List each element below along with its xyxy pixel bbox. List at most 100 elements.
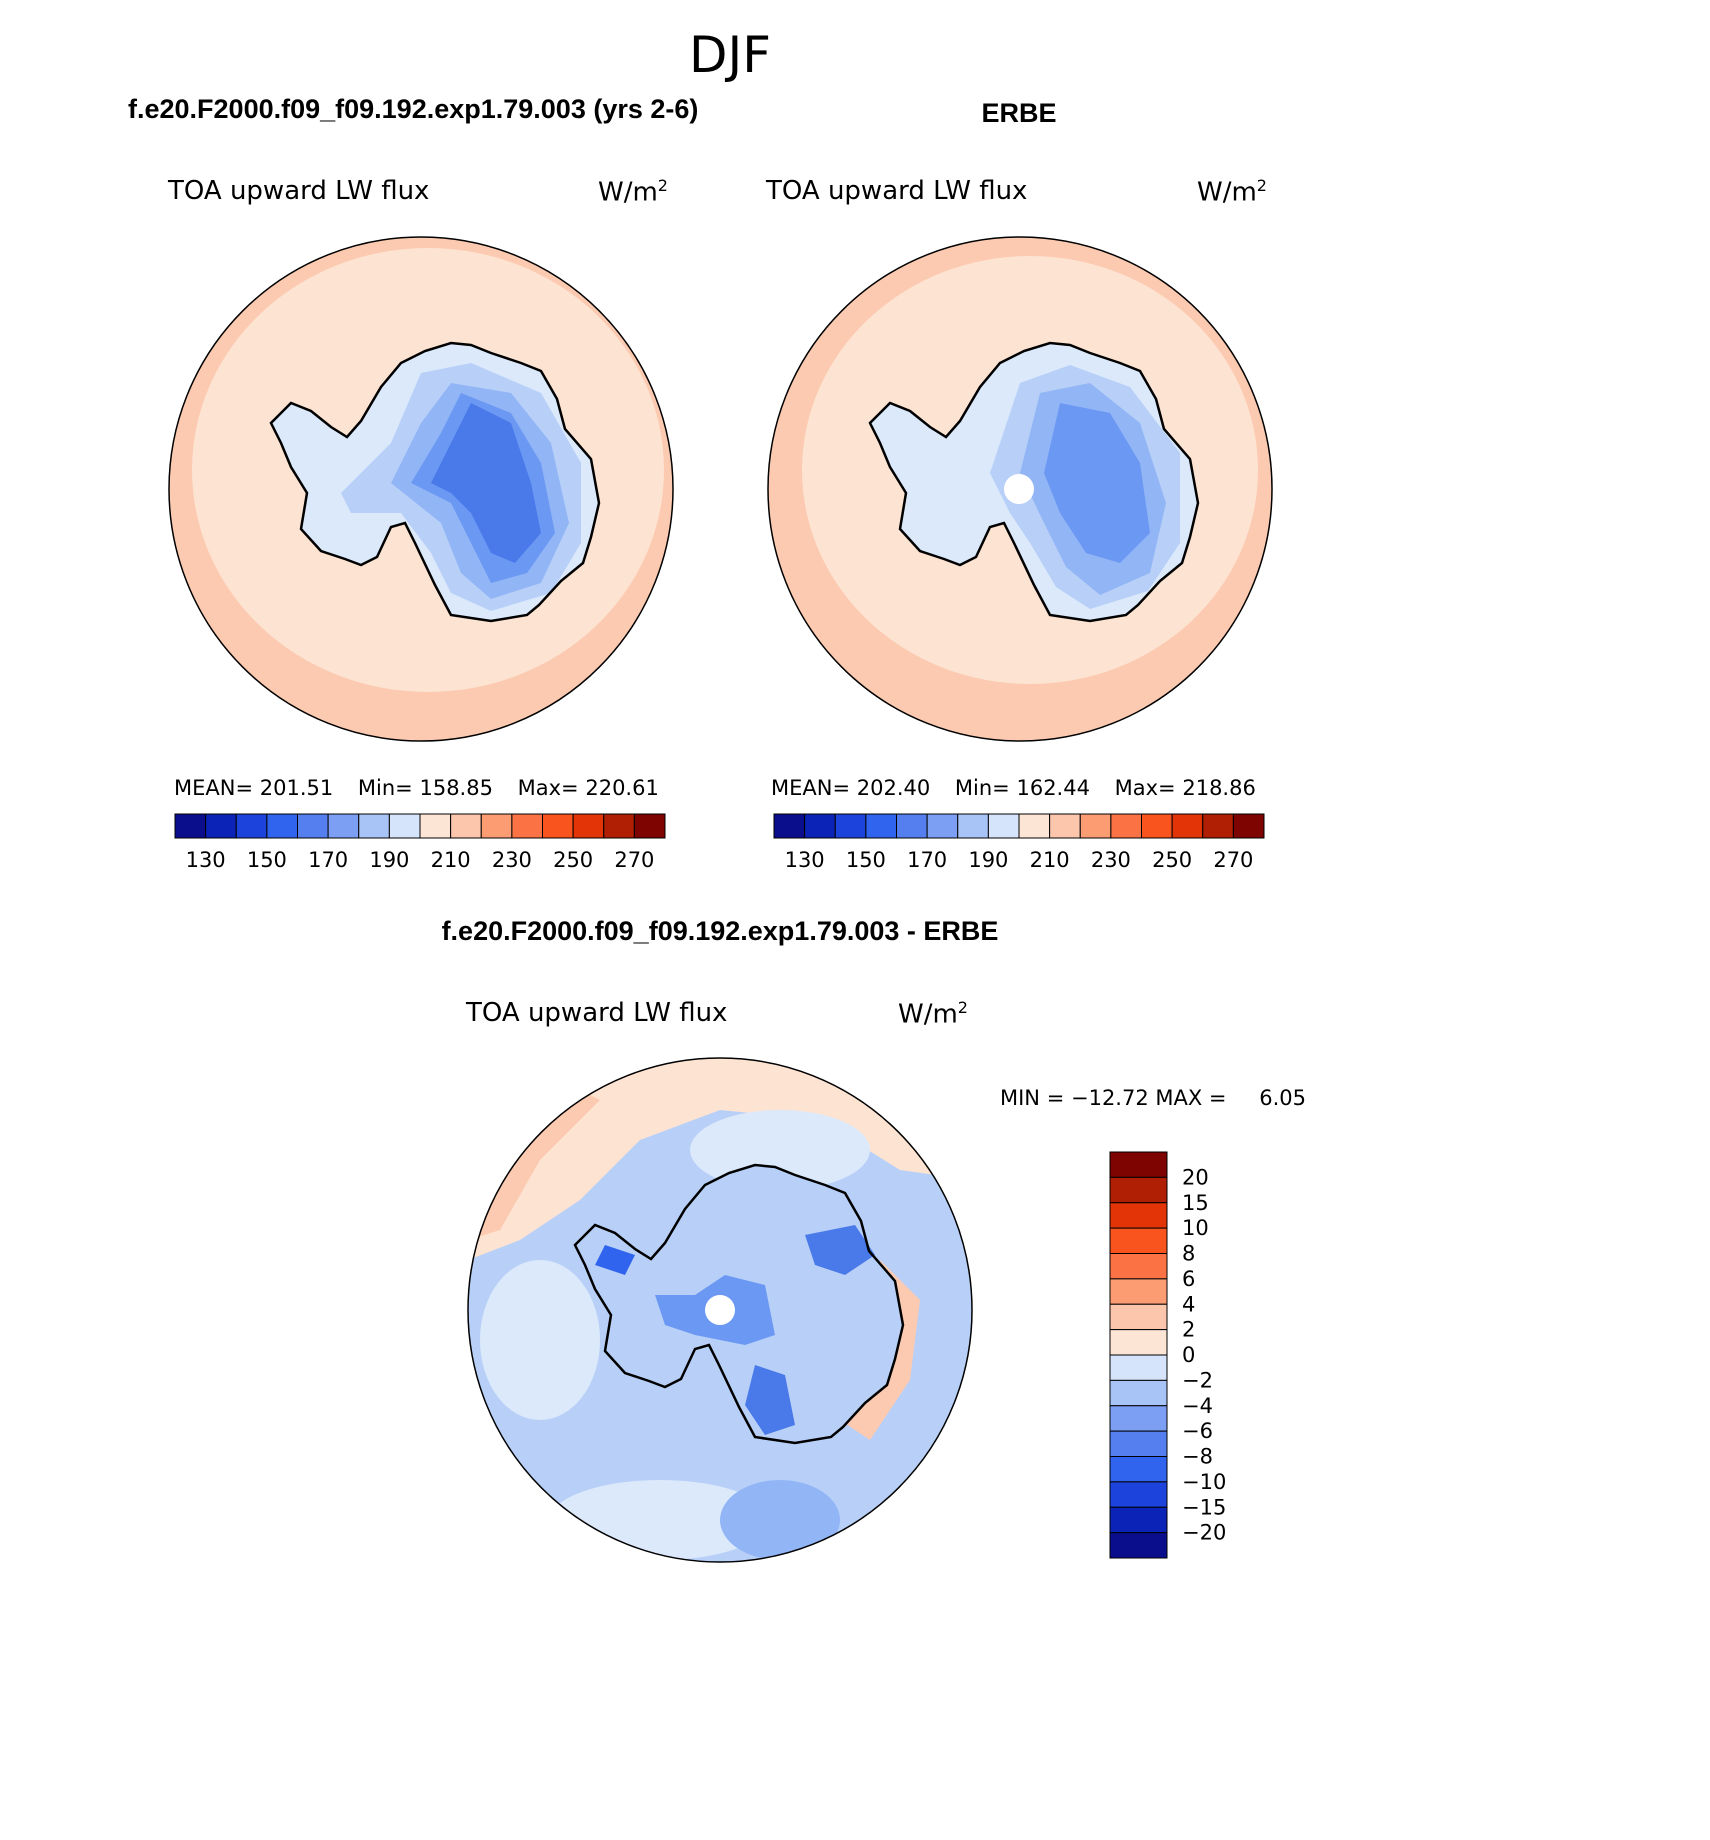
panel-1-map [168, 236, 674, 742]
panel-3-colorbar-box-2 [1109, 1202, 1168, 1229]
panel-3-map-border [467, 1057, 973, 1563]
panel-2-colorbar-box-7 [987, 813, 1020, 839]
panel-3-colorbar-tick-label: 0 [1182, 1343, 1195, 1367]
panel-2-map [767, 236, 1273, 742]
panel-1-units-base: W/m [598, 177, 658, 208]
panel-2-colorbar-box-1 [804, 813, 836, 839]
panel-2-pole-hole [1004, 474, 1034, 504]
panel-1-colorbar-tick-label: 210 [431, 848, 471, 872]
panel-1-colorbar-box-3 [266, 813, 298, 839]
panel-2-colorbar-tick-label: 150 [846, 848, 886, 872]
panel-3-map [467, 1057, 973, 1563]
panel-2-colorbar-box-4 [896, 813, 928, 839]
panel-2-colorbar-box-10 [1079, 813, 1112, 839]
panel-2-colorbar-box-5 [926, 813, 959, 839]
panel-2-colorbar-box-12 [1141, 813, 1173, 839]
panel-3-positive-region-north [468, 1058, 972, 1260]
panel-1-colorbar-box-11 [511, 813, 543, 839]
panel-2-map-border [767, 236, 1273, 742]
panel-1-colorbar-box-12 [542, 813, 574, 839]
panel-3-colorbar-tick-label: −6 [1182, 1419, 1213, 1443]
panel-3-land-band-2 [805, 1225, 875, 1275]
panel-1-colorbar-box-9 [450, 813, 482, 839]
panel-1-colorbar-box-5 [327, 813, 360, 839]
panel-3-colorbar-tick-label: 20 [1182, 1165, 1209, 1189]
panel-1-colorbar-box-8 [419, 813, 452, 839]
panel-3-colorbar-box-15 [1109, 1532, 1168, 1559]
panel-3-title: f.e20.F2000.f09_f09.192.exp1.79.003 - ER… [441, 916, 999, 946]
panel-1-colorbar-box-0 [174, 813, 207, 839]
panel-1-colorbar-box-7 [388, 813, 421, 839]
panel-3-colorbar-box-14 [1109, 1506, 1168, 1534]
panel-1-units-exp: 2 [657, 176, 668, 195]
panel-2-colorbar-box-6 [957, 813, 989, 839]
panel-2-mean-label: MEAN= [771, 776, 851, 800]
panel-1-colorbar-box-14 [603, 813, 635, 839]
panel-2-stats: MEAN= 202.40 Min= 162.44 Max= 218.86 [771, 776, 1256, 800]
panel-3-colorbar-tick-label: 6 [1182, 1267, 1195, 1291]
panel-1-colorbar-tick-label: 130 [186, 848, 226, 872]
panel-2-min-label: Min= [954, 776, 1010, 800]
panel-3-colorbar-box-1 [1109, 1176, 1168, 1204]
panel-1-colorbar-box-2 [235, 813, 268, 839]
panel-2-colorbar-box-15 [1232, 813, 1265, 839]
panel-3-land-band-3 [745, 1365, 795, 1435]
panel-3-colorbar-tick-label: 4 [1182, 1292, 1195, 1316]
panel-3-variable: TOA upward LW flux [466, 998, 728, 1028]
panel-1-stats: MEAN= 201.51 Min= 158.85 Max= 220.61 [174, 776, 659, 800]
panel-1-max-value: 220.61 [585, 776, 659, 800]
panel-1-variable: TOA upward LW flux [168, 176, 430, 206]
panel-2-land [868, 341, 1200, 623]
panel-3-colorbar-box-12 [1109, 1456, 1168, 1483]
panel-3-pole-hole [705, 1295, 735, 1325]
panel-3-colorbar-box-13 [1109, 1481, 1168, 1508]
panel-2-colorbar-box-2 [834, 813, 867, 839]
panel-2-colorbar-box-14 [1202, 813, 1234, 839]
panel-3-colorbar-tick-label: 15 [1182, 1191, 1209, 1215]
panel-2-colorbar-tick-label: 210 [1030, 848, 1070, 872]
panel-3-colorbar-tick-label: −20 [1182, 1521, 1226, 1545]
panel-3-colorbar-tick-label: −15 [1182, 1495, 1226, 1519]
panel-3-colorbar-box-3 [1109, 1227, 1168, 1254]
panel-2-colorbar-box-13 [1171, 813, 1204, 839]
panel-1-colorbar-tick-label: 150 [247, 848, 287, 872]
panel-3-units: W/m2 [898, 998, 968, 1030]
panel-2-land-band-5 [1044, 403, 1150, 563]
panel-3-colorbar-tick-label: 8 [1182, 1242, 1195, 1266]
panel-3-stats: MIN = −12.72 MAX = 6.05 [1000, 1086, 1306, 1110]
panel-1-units: W/m2 [598, 176, 668, 208]
panel-3-colorbar-tick-label: 2 [1182, 1318, 1195, 1342]
panel-1-land [269, 341, 601, 623]
panel-2-max-value: 218.86 [1182, 776, 1256, 800]
panel-1-colorbar-tick-label: 250 [553, 848, 593, 872]
panel-1-land-band-5 [431, 403, 541, 563]
panel-2-units: W/m2 [1197, 176, 1267, 208]
panel-3-light-region-west [480, 1260, 600, 1420]
panel-2-colorbar-tick-label: 190 [968, 848, 1008, 872]
panel-2-colorbar-box-11 [1110, 813, 1142, 839]
panel-3-colorbar-tick-label: −4 [1182, 1394, 1213, 1418]
panel-3-colorbar-box-11 [1109, 1430, 1168, 1457]
panel-1-colorbar-box-15 [633, 813, 666, 839]
panel-1-mean-value: 201.51 [259, 776, 334, 800]
panel-3-land-band-4 [595, 1245, 635, 1275]
panel-1-colorbar-box-10 [480, 813, 513, 839]
colorbars: 130 150 170 190 210 230 250 270 130 150 170 190 210 2… [174, 813, 1265, 1559]
panel-3-max-label: MAX = [1155, 1086, 1227, 1110]
panel-1-map-border [168, 236, 674, 742]
panel-2-colorbar-tick-label: 270 [1213, 848, 1253, 872]
panel-2-colorbar-box-9 [1049, 813, 1081, 839]
panel-2-colorbar-box-0 [773, 813, 806, 839]
panel-1-mean-label: MEAN= [174, 776, 254, 800]
panel-2-units-exp: 2 [1256, 176, 1267, 195]
panel-3-colorbar-box-10 [1109, 1405, 1168, 1432]
panel-2-colorbar-tick-label: 230 [1091, 848, 1131, 872]
panel-2-colorbar-tick-label: 130 [785, 848, 825, 872]
panel-3-colorbar-tick-label: 10 [1182, 1216, 1209, 1240]
panel-3-max-value: 6.05 [1259, 1086, 1306, 1110]
panel-3-colorbar-box-6 [1109, 1303, 1168, 1331]
panel-2-min-value: 162.44 [1016, 776, 1090, 800]
panel-2-units-base: W/m [1197, 177, 1257, 208]
